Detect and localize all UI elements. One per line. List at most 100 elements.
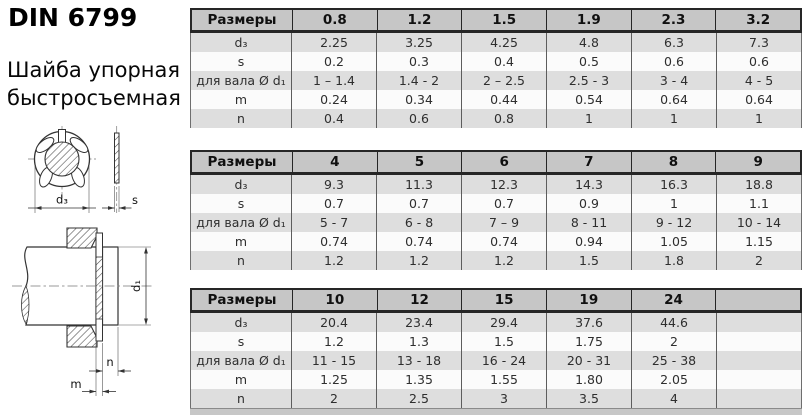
housing-block-lower xyxy=(66,325,98,348)
table-corner-label: Размеры xyxy=(207,154,277,170)
shaft-assembly xyxy=(12,227,152,348)
size-col-header-empty xyxy=(715,290,800,310)
spec-value: 0.7 xyxy=(291,194,376,213)
table-row-d3: d₃ 9.3 11.3 12.3 14.3 16.3 18.8 xyxy=(191,175,801,194)
spec-value: 37.6 xyxy=(546,313,631,332)
spec-value: 0.34 xyxy=(376,90,461,109)
spec-value: 2 xyxy=(291,389,376,408)
d3-dimension-label: d₃ xyxy=(56,193,68,207)
table-row-m: m 0.24 0.34 0.44 0.54 0.64 0.64 xyxy=(191,90,801,109)
spec-value: 1.1 xyxy=(716,194,801,213)
spec-value: 20.4 xyxy=(291,313,376,332)
spec-value: 7 – 9 xyxy=(461,213,546,232)
spec-value-empty xyxy=(716,332,801,351)
table-row-s: s 0.7 0.7 0.7 0.9 1 1.1 xyxy=(191,194,801,213)
spec-value: 0.2 xyxy=(291,52,376,71)
row-label: для вала Ø d₁ xyxy=(196,215,286,230)
spec-value: 4.8 xyxy=(546,33,631,52)
spec-value: 4.25 xyxy=(461,33,546,52)
subtitle-line-1: Шайба упорная xyxy=(7,58,181,82)
size-col-header: 6 xyxy=(461,152,546,172)
page-title: DIN 6799 xyxy=(8,3,138,32)
row-label: для вала Ø d₁ xyxy=(196,73,286,88)
spec-value: 12.3 xyxy=(461,175,546,194)
spec-value: 0.74 xyxy=(461,232,546,251)
spec-value: 0.94 xyxy=(546,232,631,251)
table-row-d3: d₃ 2.25 3.25 4.25 4.8 6.3 7.3 xyxy=(191,33,801,52)
spec-value: 2.25 xyxy=(291,33,376,52)
spec-value: 1 xyxy=(631,194,716,213)
spec-value: 0.5 xyxy=(546,52,631,71)
size-col-header: 1.9 xyxy=(545,10,631,30)
n-dimension-label: n xyxy=(106,355,113,369)
size-col-header: 3.2 xyxy=(715,10,800,30)
size-col-header: 9 xyxy=(715,152,800,172)
spec-value: 11 - 15 xyxy=(291,351,376,370)
spec-value: 23.4 xyxy=(376,313,461,332)
spec-value: 16 - 24 xyxy=(461,351,546,370)
spec-value: 0.4 xyxy=(461,52,546,71)
size-col-header: 7 xyxy=(545,152,631,172)
table-row-n: n 1.2 1.2 1.2 1.5 1.8 2 xyxy=(191,251,801,270)
spec-value: 1.75 xyxy=(546,332,631,351)
shaft-hole-cross-section xyxy=(44,141,80,177)
size-col-header: 12 xyxy=(376,290,462,310)
spec-value: 0.7 xyxy=(376,194,461,213)
spec-value: 10 - 14 xyxy=(716,213,801,232)
m-dimension-label: m xyxy=(70,377,81,391)
size-col-header: 4 xyxy=(292,152,377,172)
spec-value: 2 xyxy=(716,251,801,270)
size-col-header: 10 xyxy=(292,290,377,310)
table-row-shaft-dia: для вала Ø d₁ 11 - 15 13 - 18 16 - 24 20… xyxy=(191,351,801,370)
table-row-m: m 1.25 1.35 1.55 1.80 2.05 xyxy=(191,370,801,389)
row-label: d₃ xyxy=(234,177,248,192)
spec-value: 1 xyxy=(631,109,716,128)
spec-value: 5 - 7 xyxy=(291,213,376,232)
table-3-header-row: Размеры 10 12 15 19 24 xyxy=(190,288,802,313)
spec-value: 1.15 xyxy=(716,232,801,251)
spec-value: 0.74 xyxy=(291,232,376,251)
size-col-header: 1.5 xyxy=(461,10,546,30)
spec-value: 0.44 xyxy=(461,90,546,109)
row-label: s xyxy=(237,54,245,69)
dimension-n-m: n m xyxy=(70,327,131,396)
spec-value: 0.6 xyxy=(376,109,461,128)
housing-block-upper xyxy=(66,227,98,249)
eclip-front-view xyxy=(33,129,91,188)
spec-value: 4 xyxy=(631,389,716,408)
eclip-side-view: s xyxy=(102,132,138,212)
spec-value: 0.3 xyxy=(376,52,461,71)
spec-value: 1.8 xyxy=(631,251,716,270)
spec-value: 20 - 31 xyxy=(546,351,631,370)
spec-value-empty xyxy=(716,313,801,332)
spec-value: 2.5 - 3 xyxy=(546,71,631,90)
table-bottom-edge xyxy=(190,408,802,415)
size-col-header: 24 xyxy=(630,290,716,310)
spec-value: 4 - 5 xyxy=(716,71,801,90)
spec-value: 2 xyxy=(631,332,716,351)
spec-value: 1.4 - 2 xyxy=(376,71,461,90)
spec-value: 13 - 18 xyxy=(376,351,461,370)
spec-value-empty xyxy=(716,389,801,408)
size-col-header: 19 xyxy=(545,290,631,310)
spec-value: 0.24 xyxy=(291,90,376,109)
spec-value: 1 – 1.4 xyxy=(291,71,376,90)
spec-value: 0.64 xyxy=(631,90,716,109)
size-col-header: 1.2 xyxy=(376,10,462,30)
spec-value: 1.5 xyxy=(546,251,631,270)
spec-value: 25 - 38 xyxy=(631,351,716,370)
size-col-header: 5 xyxy=(376,152,462,172)
row-label: m xyxy=(234,92,248,107)
spec-value: 16.3 xyxy=(631,175,716,194)
spec-value: 1 xyxy=(716,109,801,128)
row-label: для вала Ø d₁ xyxy=(196,353,286,368)
spec-value: 11.3 xyxy=(376,175,461,194)
spec-table-2: Размеры 4 5 6 7 8 9 d₃ 9.3 11.3 12.3 14.… xyxy=(190,150,802,270)
table-corner-label: Размеры xyxy=(207,12,277,28)
row-label: n xyxy=(237,391,245,406)
row-label: n xyxy=(237,253,245,268)
spec-value: 1.2 xyxy=(291,251,376,270)
size-col-header: 0.8 xyxy=(292,10,377,30)
table-row-s: s 0.2 0.3 0.4 0.5 0.6 0.6 xyxy=(191,52,801,71)
clip-side-view-bar xyxy=(114,132,120,184)
